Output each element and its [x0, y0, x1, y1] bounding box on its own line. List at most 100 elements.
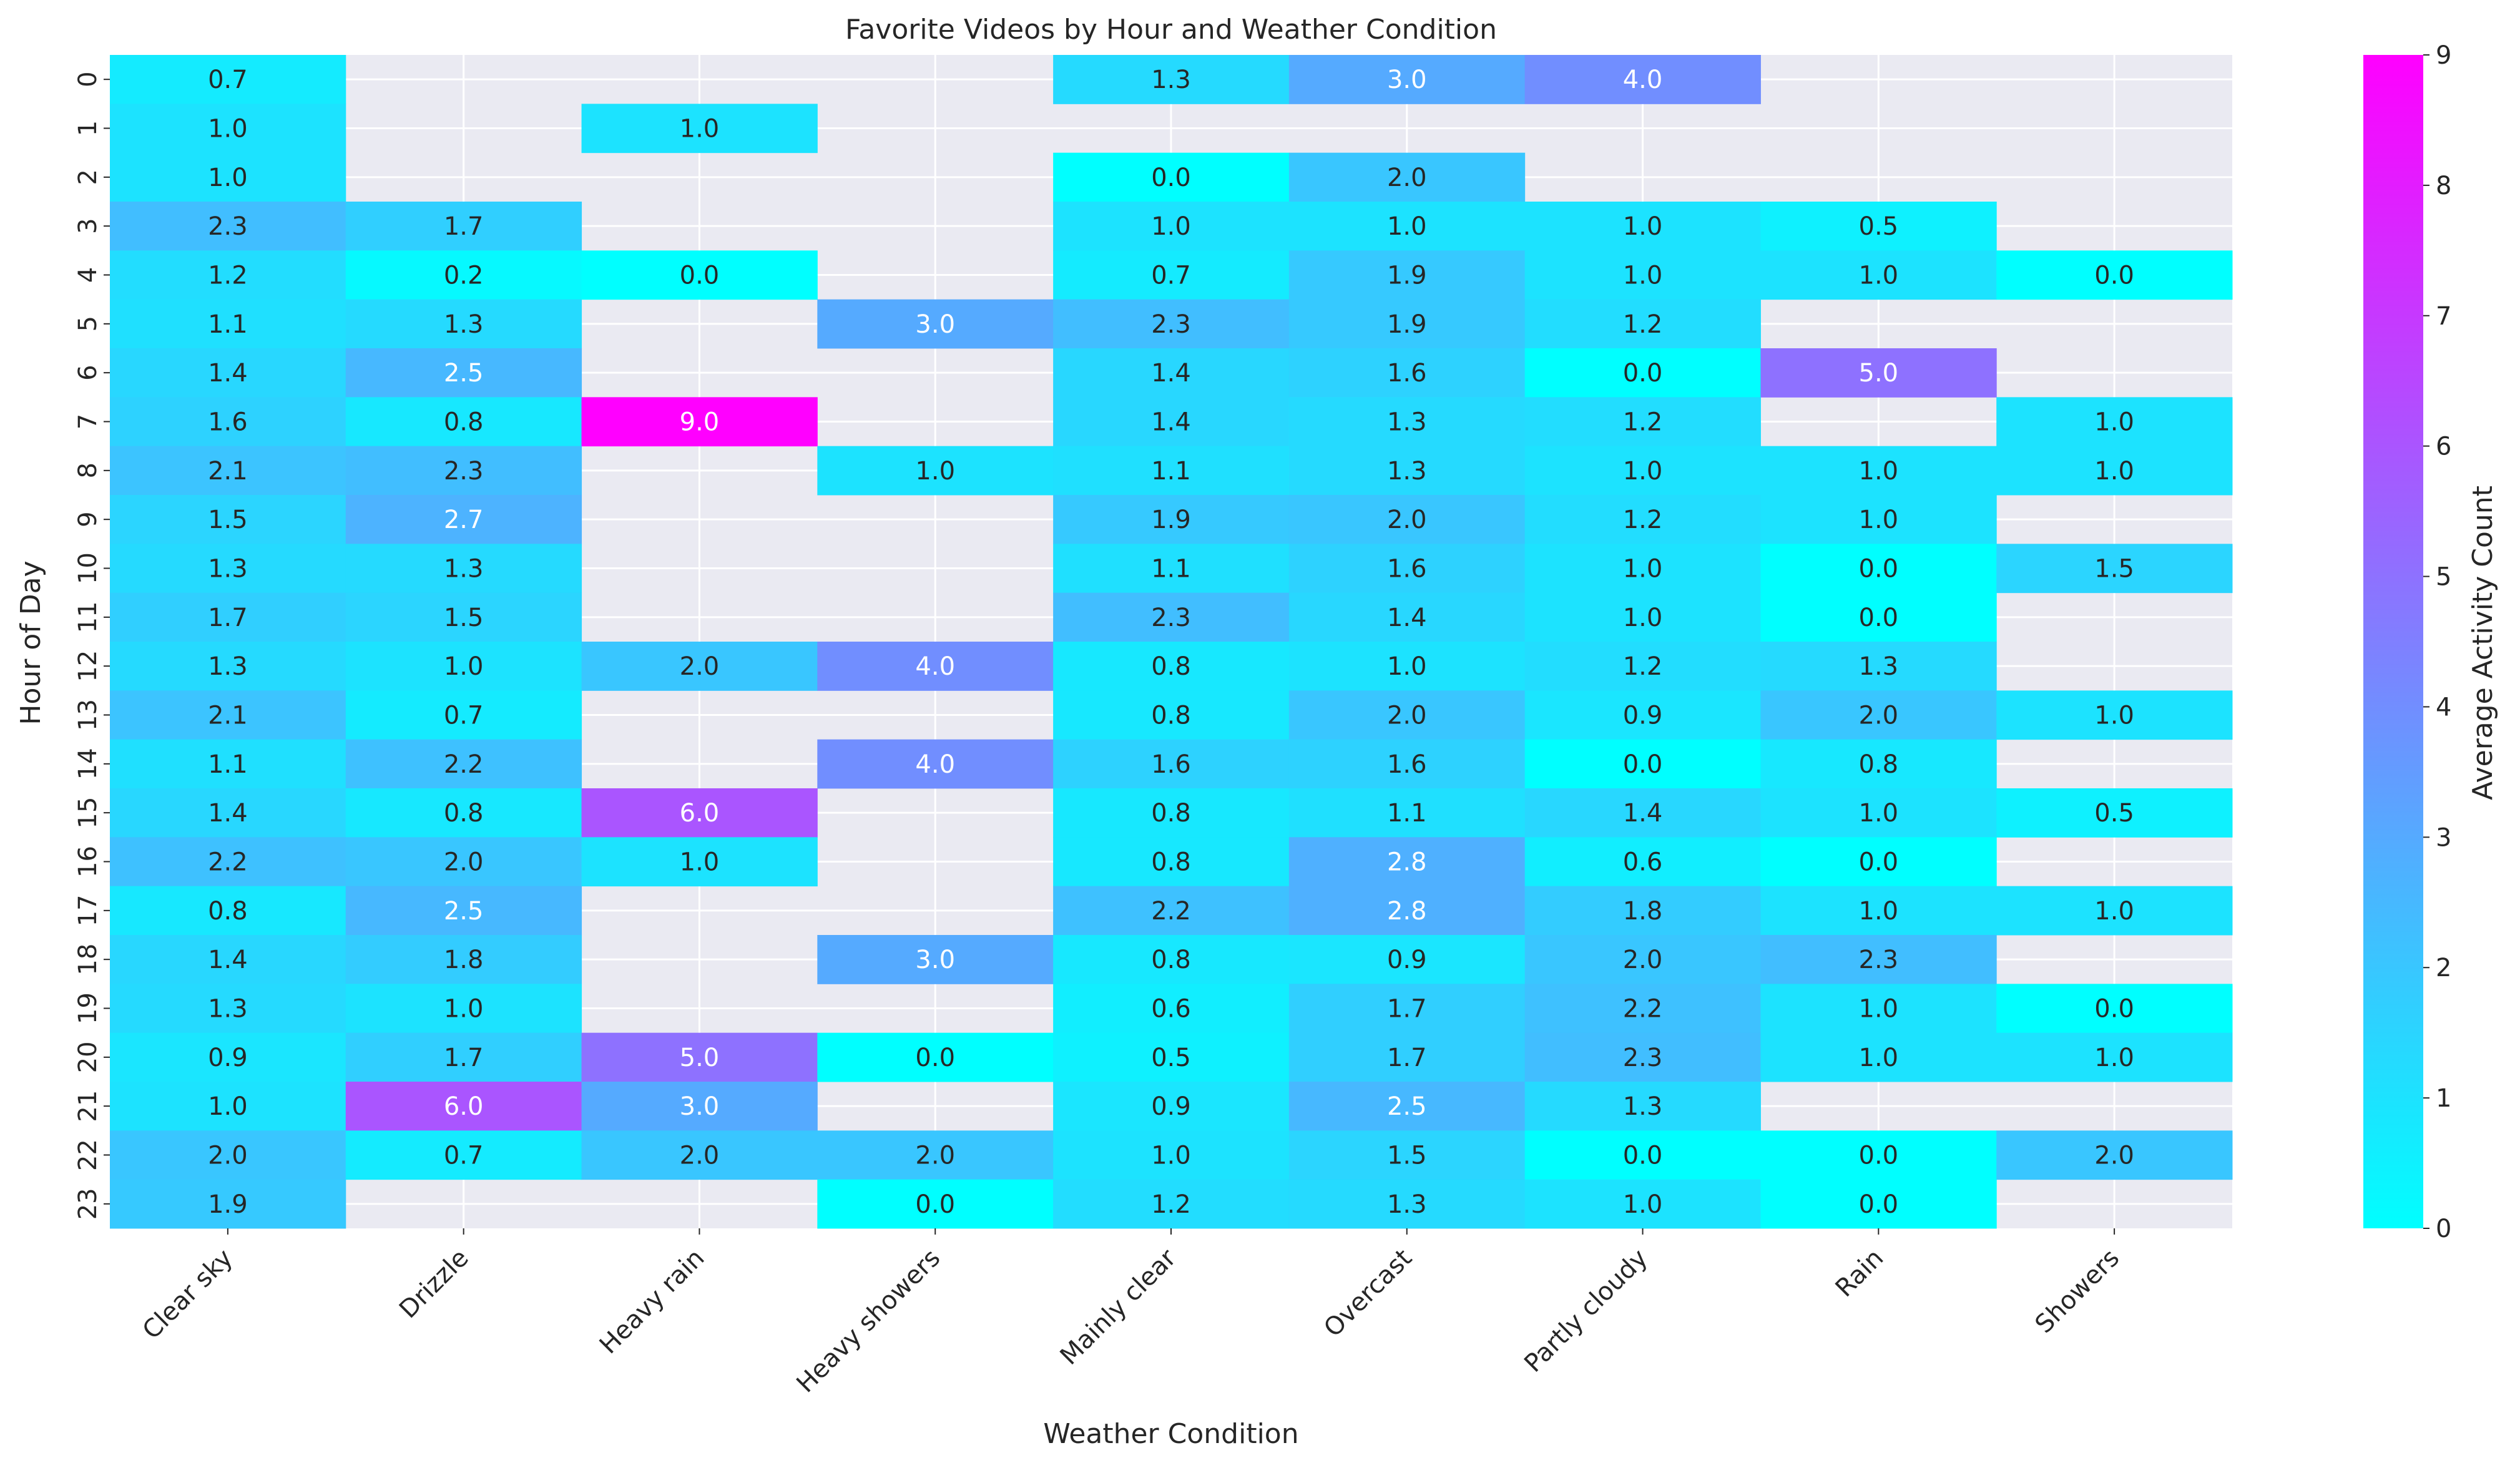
heatmap-cell: [581, 788, 818, 838]
cell-value-label: 2.5: [444, 897, 484, 926]
heatmap-cell: [1996, 788, 2233, 838]
cell-value-label: 0.9: [1387, 946, 1427, 974]
heatmap-cell: [1053, 250, 1290, 300]
cell-value-label: 3.0: [915, 946, 955, 974]
cell-value-label: 0.6: [1623, 848, 1663, 877]
colorbar-tick-label: 1: [2436, 1084, 2451, 1113]
heatmap-cell: [110, 202, 346, 251]
cell-value-label: 0.0: [1623, 359, 1663, 388]
heatmap-cell: [345, 202, 582, 251]
cell-value-label: 1.9: [1151, 506, 1191, 534]
heatmap-cell: [110, 495, 346, 544]
colorbar-gradient: [2363, 55, 2423, 1228]
heatmap-cell: [1996, 544, 2233, 594]
heatmap-cell: [345, 446, 582, 496]
y-tick-label: 18: [74, 944, 102, 976]
heatmap-cell: [1288, 739, 1526, 789]
heatmap-cell: [581, 397, 818, 447]
heatmap-cell: [110, 55, 346, 104]
cell-value-label: 1.0: [1623, 1190, 1663, 1219]
heatmap-cell: [1996, 250, 2233, 300]
cell-value-label: 1.5: [1387, 1142, 1427, 1170]
heatmap-cell: [1524, 397, 1761, 447]
cell-value-label: 1.3: [1859, 652, 1899, 681]
cell-value-label: 1.0: [1859, 457, 1899, 486]
heatmap-cell: [817, 446, 1054, 496]
cell-value-label: 0.8: [444, 799, 484, 828]
heatmap-cell: [345, 984, 582, 1034]
heatmap-cell: [1288, 397, 1526, 447]
colorbar-tick-label: 3: [2436, 823, 2451, 852]
heatmap-cell: [581, 1082, 818, 1131]
y-tick-label: 17: [74, 894, 102, 926]
heatmap-cell: [110, 935, 346, 984]
y-tick-label: 20: [74, 1041, 102, 1073]
cell-value-label: 2.5: [1387, 1092, 1427, 1121]
cell-value-label: 1.0: [1859, 995, 1899, 1024]
heatmap-cell: [1760, 642, 1997, 691]
heatmap-cell: [1053, 642, 1290, 691]
cell-value-label: 1.0: [1859, 506, 1899, 534]
y-tick-label: 12: [74, 650, 102, 682]
cell-value-label: 1.3: [1151, 66, 1191, 94]
cell-value-label: 1.9: [208, 1190, 248, 1219]
heatmap-cell: [817, 299, 1054, 349]
heatmap-cell: [1760, 690, 1997, 740]
cell-value-label: 1.0: [2094, 408, 2134, 437]
y-tick-label: 13: [74, 699, 102, 731]
cell-value-label: 1.0: [1623, 212, 1663, 241]
cell-value-label: 0.9: [1151, 1092, 1191, 1121]
cell-value-label: 1.4: [208, 359, 248, 388]
cell-value-label: 1.2: [1623, 506, 1663, 534]
cell-value-label: 1.0: [2094, 1044, 2134, 1072]
cell-value-label: 1.7: [1387, 1044, 1427, 1072]
heatmap-cell: [110, 1130, 346, 1180]
colorbar-tick-label: 0: [2436, 1215, 2451, 1243]
cell-value-label: 0.0: [1859, 848, 1899, 877]
cell-value-label: 0.8: [1859, 750, 1899, 779]
heatmap-cell: [1288, 202, 1526, 251]
heatmap-cell: [817, 739, 1054, 789]
cell-value-label: 1.0: [1623, 262, 1663, 290]
heatmap-cell: [581, 104, 818, 154]
colorbar-tick-label: 8: [2436, 172, 2451, 200]
heatmap-plot-area: 0.7 1.3 3.0 4.0 1.0 1.0 1.0 0.0 2.0 2.3 1.7 1.0 1.0 1…: [110, 55, 2233, 1229]
heatmap-cell: [345, 348, 582, 398]
cell-value-label: 0.0: [1859, 1142, 1899, 1170]
cell-value-label: 0.0: [2094, 262, 2134, 290]
heatmap-cell: [110, 788, 346, 838]
cell-value-label: 0.8: [444, 408, 484, 437]
heatmap-cell: [1524, 690, 1761, 740]
cell-value-label: 2.8: [1387, 848, 1427, 877]
cell-value-label: 4.0: [1623, 66, 1663, 94]
heatmap-cell: [1288, 935, 1526, 984]
cell-value-label: 1.1: [208, 750, 248, 779]
cell-value-label: 0.6: [1151, 995, 1191, 1024]
heatmap-cell: [345, 544, 582, 594]
heatmap-cell: [1053, 152, 1290, 202]
cell-value-label: 1.0: [208, 1092, 248, 1121]
cell-value-label: 1.2: [1623, 652, 1663, 681]
y-tick-label: 7: [74, 414, 102, 429]
heatmap-cell: [581, 250, 818, 300]
cell-value-label: 3.0: [680, 1092, 720, 1121]
heatmap-cell: [1053, 984, 1290, 1034]
heatmap-cell: [1053, 446, 1290, 496]
x-axis-label: Weather Condition: [1043, 1418, 1298, 1450]
heatmap-cell: [1288, 250, 1526, 300]
cell-value-label: 1.0: [444, 995, 484, 1024]
heatmap-cell: [1288, 837, 1526, 887]
cell-value-label: 1.4: [1151, 408, 1191, 437]
cell-value-label: 0.8: [208, 897, 248, 926]
cell-value-label: 1.0: [1623, 457, 1663, 486]
cell-value-label: 0.8: [1151, 946, 1191, 974]
heatmap-cell: [110, 642, 346, 691]
heatmap-cell: [110, 250, 346, 300]
cell-value-label: 1.1: [208, 310, 248, 339]
heatmap-cell: [1760, 544, 1997, 594]
heatmap-cell: [1288, 55, 1526, 104]
heatmap-cell: [345, 690, 582, 740]
heatmap-cell: [345, 788, 582, 838]
heatmap-cell: [1524, 446, 1761, 496]
cell-value-label: 1.5: [444, 604, 484, 632]
